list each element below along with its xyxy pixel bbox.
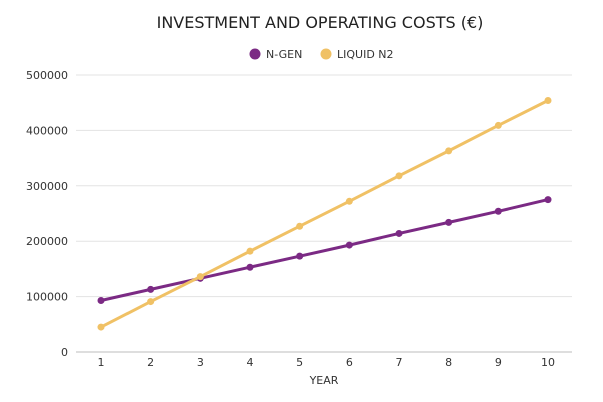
data-point-liquid-n2-1 [97,323,105,331]
y-tick-label-100000: 100000 [26,291,68,304]
x-tick-label-10: 10 [541,356,555,369]
x-tick-label-7: 7 [396,356,403,369]
x-tick-label-8: 8 [445,356,452,369]
data-point-liquid-n2-3 [196,273,204,281]
legend-swatch-liquid-n2 [320,48,332,60]
data-point-liquid-n2-5 [296,222,304,230]
data-point-n-gen-8 [445,218,453,226]
legend: N-GEN LIQUID N2 [249,48,394,61]
y-axis-ticks: 0 100000 200000 300000 400000 500000 [26,69,68,359]
data-point-n-gen-4 [246,263,254,271]
series-line-n-gen [99,198,550,302]
x-tick-label-2: 2 [147,356,154,369]
y-tick-label-200000: 200000 [26,235,68,248]
x-tick-label-3: 3 [197,356,204,369]
legend-label-liquid-n2: LIQUID N2 [337,48,394,61]
legend-label-n-gen: N-GEN [266,48,302,61]
data-point-liquid-n2-10 [544,96,552,104]
legend-item-n-gen: N-GEN [249,48,302,61]
data-point-n-gen-10 [544,196,552,204]
x-tick-label-9: 9 [495,356,502,369]
x-axis-label: YEAR [309,374,339,387]
data-point-liquid-n2-6 [345,197,353,205]
data-point-n-gen-2 [147,285,155,293]
data-point-n-gen-9 [494,207,502,215]
series-line-liquid-n2 [99,99,550,329]
data-point-liquid-n2-2 [147,298,155,306]
chart-title: INVESTMENT AND OPERATING COSTS (€) [157,13,484,32]
x-tick-label-6: 6 [346,356,353,369]
series-lines [97,96,552,331]
legend-swatch-n-gen [249,48,261,60]
x-tick-label-5: 5 [296,356,303,369]
data-point-liquid-n2-9 [494,121,502,129]
y-tick-label-0: 0 [61,346,68,359]
data-point-n-gen-5 [296,252,304,260]
x-tick-label-1: 1 [98,356,105,369]
y-tick-label-500000: 500000 [26,69,68,82]
data-point-n-gen-1 [97,296,105,304]
data-point-liquid-n2-8 [445,147,453,155]
x-tick-label-4: 4 [247,356,254,369]
y-tick-label-400000: 400000 [26,124,68,137]
data-point-n-gen-7 [395,229,403,237]
legend-item-liquid-n2: LIQUID N2 [320,48,394,61]
data-point-liquid-n2-4 [246,247,254,255]
data-point-liquid-n2-7 [395,172,403,180]
series-liquid-n2 [97,96,552,331]
x-axis-ticks: 1 2 3 4 5 6 7 8 9 10 [98,356,556,369]
data-point-n-gen-6 [345,241,353,249]
y-tick-label-300000: 300000 [26,180,68,193]
